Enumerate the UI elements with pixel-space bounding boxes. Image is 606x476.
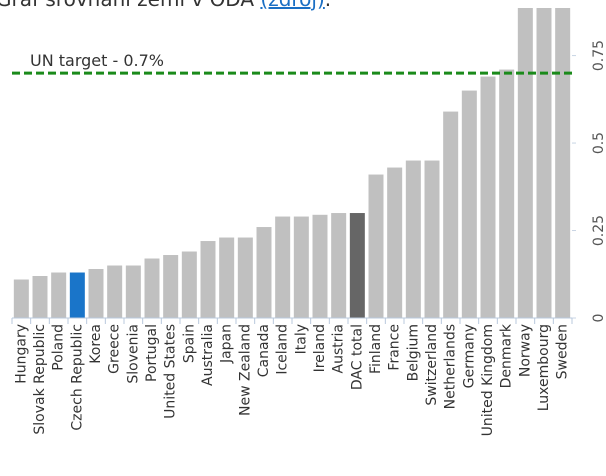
x-tick-label: Greece [107, 324, 123, 374]
y-tick-label: 0.5 [591, 132, 606, 154]
bar [69, 272, 85, 318]
bar [331, 213, 347, 318]
x-tick-label: Canada [256, 324, 272, 377]
source-link[interactable]: (zdroj) [260, 0, 324, 11]
x-tick-label: Switzerland [424, 324, 440, 406]
bar [144, 258, 160, 318]
bar [368, 174, 384, 318]
x-tick-label: Korea [88, 324, 104, 364]
bar [443, 111, 459, 318]
x-tick-label: Hungary [13, 324, 29, 384]
bar [536, 8, 552, 318]
x-tick-label: New Zealand [237, 324, 253, 416]
x-tick-label: Finland [368, 324, 384, 374]
bar [275, 216, 291, 318]
bar [405, 160, 421, 318]
x-tick-label: Japan [219, 324, 235, 364]
x-tick-label: United Kingdom [480, 324, 496, 436]
bar [312, 214, 328, 318]
x-tick-label: Austria [331, 324, 347, 373]
caption-text: Graf srovnání zemí v ODA [0, 0, 254, 11]
x-tick-label: Netherlands [443, 324, 459, 409]
bar [51, 272, 67, 318]
bar [256, 227, 272, 318]
x-tick-label: Australia [200, 324, 216, 386]
bar [424, 160, 440, 318]
caption-end: . [325, 0, 331, 11]
x-tick-label: Czech Republic [69, 324, 85, 431]
bar [200, 241, 216, 318]
y-tick-label: 0.25 [591, 215, 606, 246]
x-tick-label: Poland [51, 324, 67, 371]
x-tick-label: Iceland [275, 324, 291, 375]
bar [387, 167, 403, 318]
x-tick-label: France [387, 324, 403, 371]
bar [237, 237, 253, 318]
bar [555, 8, 571, 318]
bar [480, 76, 496, 318]
x-tick-label: Germany [461, 324, 477, 388]
bar [163, 255, 179, 318]
x-tick-label: Luxembourg [536, 324, 552, 411]
target-label: UN target - 0.7% [30, 51, 164, 70]
bar [293, 216, 309, 318]
bar [517, 8, 533, 319]
bars [13, 8, 571, 319]
bar [107, 265, 123, 318]
x-tick-label: Slovenia [125, 324, 141, 384]
x-tick-label: Slovak Republic [32, 324, 48, 435]
x-tick-label: Portugal [144, 324, 160, 382]
x-tick-label: Sweden [555, 324, 571, 379]
bar [499, 69, 515, 318]
bar [88, 269, 104, 318]
bar [125, 265, 141, 318]
x-tick-label: Spain [181, 324, 197, 363]
bar [219, 237, 235, 318]
x-tick-label: United States [163, 324, 179, 419]
y-tick-label: 0.75 [591, 40, 606, 71]
x-tick-label: Denmark [499, 323, 515, 388]
x-tick-label: Belgium [405, 324, 421, 381]
bar [181, 251, 197, 318]
x-tick-label: DAC total [349, 324, 365, 390]
x-tick-label: Norway [517, 324, 533, 377]
x-tick-label: Italy [293, 324, 309, 354]
bar [349, 213, 365, 318]
x-tick-label: Ireland [312, 324, 328, 372]
bar [13, 279, 29, 318]
bar [461, 90, 477, 318]
y-tick-label: 0 [591, 314, 606, 323]
bar [32, 276, 48, 318]
caption: Graf srovnání zemí v ODA (zdroj). [0, 0, 331, 11]
